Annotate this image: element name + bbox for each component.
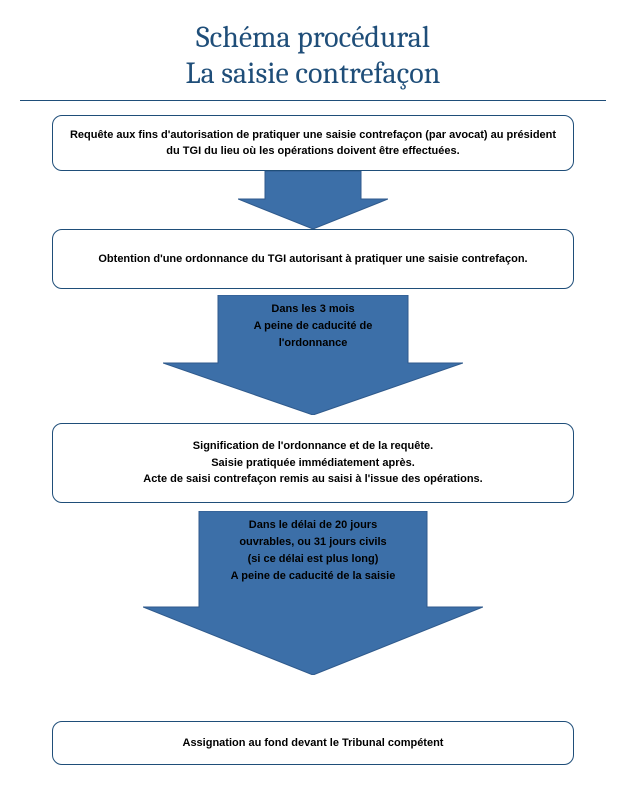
flow-step-n3: Signification de l'ordonnance et de la r… (52, 423, 574, 503)
title-underline (20, 100, 606, 101)
arrow-text-line: A peine de caducité de la saisie (193, 568, 433, 585)
arrow-text-line: A peine de caducité de (193, 318, 433, 335)
step-text-line: Acte de saisi contrefaçon remis au saisi… (143, 471, 482, 488)
step-text-line: Signification de l'ordonnance et de la r… (193, 438, 433, 455)
title-line-2: La saisie contrefaçon (0, 56, 626, 92)
flow-step-n1: Requête aux fins d'autorisation de prati… (52, 115, 574, 171)
title-line-1: Schéma procédural (0, 20, 626, 56)
step-text-line: Saisie pratiquée immédiatement après. (211, 455, 415, 472)
flow-arrow-a1 (238, 171, 388, 229)
flow-step-n2: Obtention d'une ordonnance du TGI autori… (52, 229, 574, 289)
flow-arrow-text-a2: Dans les 3 moisA peine de caducité del'o… (193, 301, 433, 352)
arrow-text-line: Dans les 3 mois (193, 301, 433, 318)
title-block: Schéma procédural La saisie contrefaçon (0, 0, 626, 92)
arrow-text-line: ouvrables, ou 31 jours civils (193, 534, 433, 551)
arrow-text-line: Dans le délai de 20 jours (193, 517, 433, 534)
flow-step-n4: Assignation au fond devant le Tribunal c… (52, 721, 574, 765)
arrow-text-line: (si ce délai est plus long) (193, 551, 433, 568)
flow-arrow-text-a3: Dans le délai de 20 joursouvrables, ou 3… (193, 517, 433, 585)
arrow-text-line: l'ordonnance (193, 335, 433, 352)
